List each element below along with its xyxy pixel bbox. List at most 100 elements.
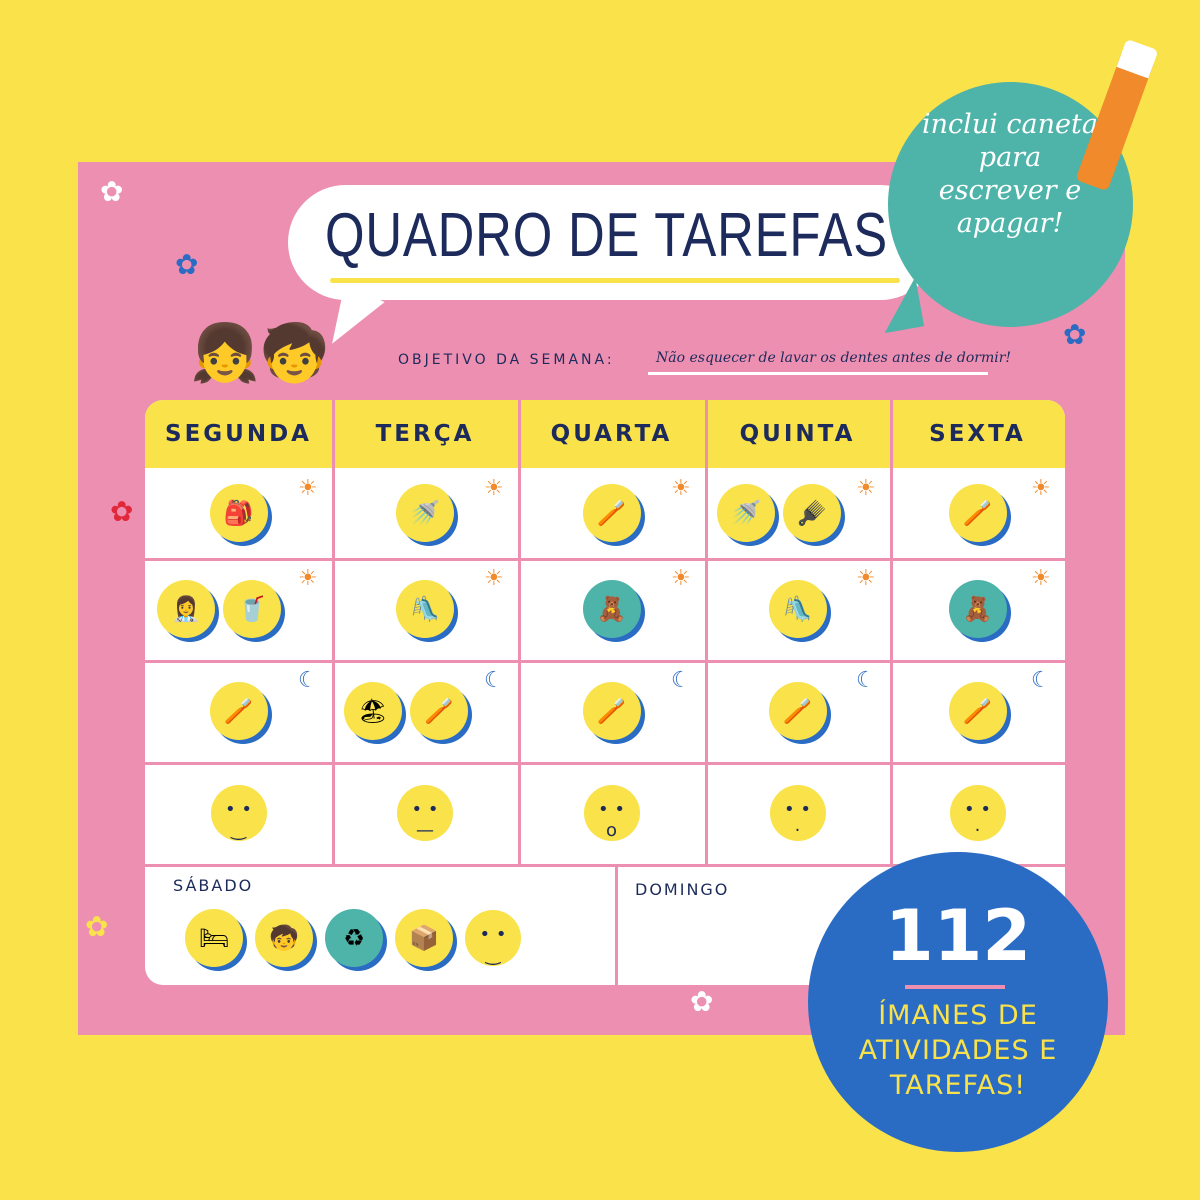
sun-icon: ☀ (671, 566, 691, 591)
title-underline (330, 278, 900, 283)
toothbrush-icon[interactable]: 🪥 (768, 682, 827, 740)
table-cell[interactable]: 🎒 (145, 468, 332, 558)
magnets-text: ÍMANES DE ATIVIDADES E TAREFAS! (858, 1000, 1058, 1101)
sun-icon: ☀ (298, 566, 318, 591)
tooth-brushing-icon[interactable]: 🪥 (948, 484, 1007, 542)
table-cell[interactable]: 🪥 (705, 660, 890, 762)
shower-icon[interactable]: 🚿 (717, 484, 775, 542)
sunrise-icon: ☀ (1031, 476, 1051, 501)
table-cell[interactable]: 🚿 🪮 (705, 468, 890, 558)
toothbrush-icon[interactable]: 🪥 (582, 682, 641, 740)
recycle-icon[interactable]: ♻ (325, 908, 383, 967)
objective-underline (648, 372, 988, 375)
magnets-count: 112 (884, 895, 1032, 977)
table-cell[interactable]: 🪥 (518, 660, 705, 762)
table-cell[interactable]: 🪥 (145, 660, 332, 762)
table-cell[interactable]: 🛝 (705, 558, 890, 660)
moon-icon: ☾ (484, 668, 504, 693)
table-cell[interactable]: • • · (890, 762, 1065, 864)
happy-face-icon[interactable]: • • ‿ (210, 785, 267, 841)
column-divider (890, 400, 893, 864)
moon-icon: ☾ (856, 668, 876, 693)
table-cell[interactable]: 🧸 (890, 558, 1065, 660)
slide-icon[interactable]: 🛝 (396, 580, 454, 638)
table-cell[interactable]: • • ‿ (145, 762, 332, 864)
day-header-2: TERÇA (332, 400, 518, 468)
face-features: • • — (411, 799, 439, 841)
magnets-badge (818, 862, 1098, 1142)
table-cell[interactable]: 🏖 🪥 (332, 660, 518, 762)
toothbrush-icon[interactable]: 🪥 (209, 682, 268, 740)
face-features: • • ‿ (225, 799, 252, 841)
toothbrush-icon[interactable]: 🪥 (410, 682, 468, 740)
saturday-label: SÁBADO (173, 876, 254, 895)
objective-value[interactable]: Não esquecer de lavar os dentes antes de… (656, 350, 1012, 366)
table-cell[interactable]: 🪥 (890, 660, 1065, 762)
happy-face-icon[interactable]: • • ‿ (465, 909, 521, 966)
face-features: • • ‿ (479, 923, 507, 966)
moon-icon: ☾ (1031, 668, 1051, 693)
pen-info-text: inclui caneta para escrever e apagar! (922, 109, 1098, 239)
calm-face-icon[interactable]: • • · (769, 785, 826, 841)
breakfast-icon[interactable]: 🥤 (223, 580, 281, 638)
table-cell[interactable]: 🪥 (518, 468, 705, 558)
column-divider (705, 400, 708, 864)
pen-bubble-tail (875, 276, 925, 334)
table-cell[interactable]: • • — (332, 762, 518, 864)
slide-icon[interactable]: 🛝 (768, 580, 827, 638)
surprised-face-icon[interactable]: • • o (583, 785, 640, 841)
sun-icon: ☀ (856, 566, 876, 591)
face-features: • • · (784, 799, 811, 841)
bed-icon[interactable]: 🛏 (185, 908, 243, 967)
moon-icon: ☾ (671, 668, 691, 693)
table-cell[interactable]: 🪥 (890, 468, 1065, 558)
badge-underline (905, 985, 1005, 989)
sunrise-icon: ☀ (671, 476, 691, 501)
column-divider (332, 400, 335, 864)
table-cell[interactable]: 🚿 (332, 468, 518, 558)
saturday-cell[interactable]: 🛏 🧒 ♻ 📦 • • ‿ (185, 900, 521, 975)
day-header-5: SEXTA (890, 400, 1065, 468)
table-cell[interactable]: • • · (705, 762, 890, 864)
objective-label: OBJETIVO DA SEMANA: (398, 352, 615, 368)
calm-face-icon[interactable]: • • · (949, 785, 1006, 841)
toy-box-icon[interactable]: 📦 (395, 908, 453, 967)
day-header-3: QUARTA (518, 400, 705, 468)
towel-icon[interactable]: 🏖 (344, 682, 402, 740)
row-divider (145, 660, 1065, 663)
sunrise-icon: ☀ (484, 476, 504, 501)
pen-info-bubble (888, 82, 1133, 327)
toys-icon[interactable]: 🧸 (582, 580, 641, 638)
table-cell[interactable]: 👩‍⚕️ 🥤 (145, 558, 332, 660)
toothbrush-icon[interactable]: 🪥 (948, 682, 1007, 740)
face-features: • • o (598, 799, 625, 841)
table-cell[interactable]: 🛝 (332, 558, 518, 660)
tooth-brushing-icon[interactable]: 🪥 (582, 484, 641, 542)
shower-icon[interactable]: 🚿 (396, 484, 454, 542)
kids-illustration-icon: 👧🧒 (190, 321, 330, 386)
table-cell[interactable]: • • o (518, 762, 705, 864)
sunrise-icon: ☀ (298, 476, 318, 501)
row-divider (145, 864, 1065, 867)
sunrise-icon: ☀ (856, 476, 876, 501)
moon-icon: ☾ (298, 668, 318, 693)
row-divider (145, 762, 1065, 765)
page-title: QUADRO DE TAREFAS (325, 201, 888, 270)
flower-icon: ✿ (110, 495, 134, 528)
doctor-icon[interactable]: 👩‍⚕️ (157, 580, 215, 638)
day-header-1: SEGUNDA (145, 400, 332, 468)
flower-icon: ✿ (175, 248, 199, 281)
flower-icon: ✿ (690, 985, 714, 1018)
row-divider (145, 558, 1065, 561)
toys-icon[interactable]: 🧸 (948, 580, 1007, 638)
weekend-divider (615, 864, 618, 985)
backpack-icon[interactable]: 🎒 (209, 484, 268, 542)
column-divider (518, 400, 521, 864)
table-cell[interactable]: 🧸 (518, 558, 705, 660)
face-features: • • · (964, 799, 991, 841)
comb-icon[interactable]: 🪮 (783, 484, 841, 542)
sun-icon: ☀ (484, 566, 504, 591)
flower-icon: ✿ (85, 910, 109, 943)
neutral-face-icon[interactable]: • • — (397, 785, 453, 841)
playing-icon[interactable]: 🧒 (255, 908, 313, 967)
